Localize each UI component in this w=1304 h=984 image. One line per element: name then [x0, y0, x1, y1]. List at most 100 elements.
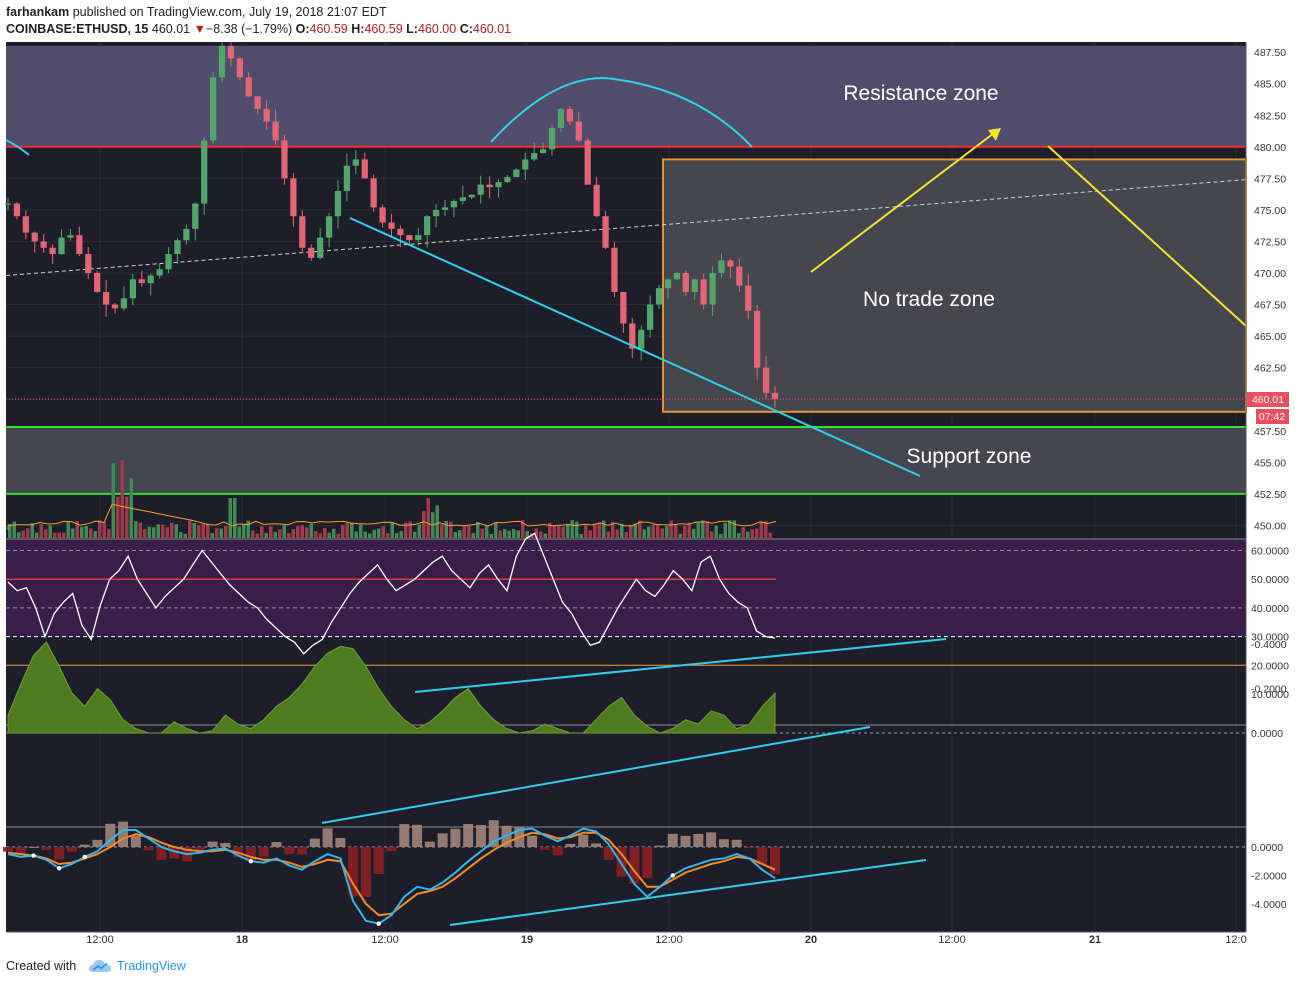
candle-body: [361, 159, 368, 179]
volume-bar: [597, 522, 601, 538]
volume-bar: [350, 522, 354, 538]
macd-histogram-bar: [360, 847, 371, 898]
volume-bar: [170, 522, 174, 538]
macd-pane: [3, 820, 1246, 926]
descending-trendline: [349, 217, 921, 477]
osc-tick-label: -0.2000: [1251, 684, 1287, 696]
candle-body: [522, 159, 529, 170]
no-trade-zone-label: No trade zone: [863, 288, 995, 311]
volume-bar: [255, 533, 259, 538]
volume-bar: [336, 533, 340, 538]
volume-bar: [516, 530, 520, 538]
time-tick-label: 21: [1089, 934, 1101, 946]
volume-bar: [48, 525, 52, 538]
volume-bar: [629, 524, 633, 538]
price-axis-background: [1246, 42, 1304, 950]
volume-bar: [521, 520, 525, 538]
volume-bar: [480, 528, 484, 538]
high-value: 460.59: [364, 22, 403, 36]
volume-bar: [750, 529, 754, 538]
macd-histogram-bar: [412, 824, 423, 847]
candle-body: [593, 184, 600, 217]
rsi-pane: [6, 532, 1246, 666]
candle-body: [76, 235, 83, 255]
chart-area[interactable]: 487.50 485.00 482.50 480.00 477.50 475.00 472.…: [0, 42, 1304, 950]
macd-histogram-bar: [680, 835, 691, 847]
candle-body: [718, 260, 725, 273]
candle-body: [450, 201, 458, 208]
timer-badge-value: 07:42: [1259, 411, 1285, 423]
symbol-name[interactable]: COINBASE:ETHUSD, 15: [6, 22, 149, 36]
volume-bar: [386, 533, 390, 538]
tradingview-link[interactable]: TradingView: [117, 959, 186, 973]
volume-bar: [728, 520, 732, 538]
volume-bar: [435, 505, 439, 538]
volume-bar: [192, 522, 196, 538]
volume-bar: [17, 532, 21, 538]
macd-histogram-bar: [66, 847, 77, 852]
volume-bar: [539, 531, 543, 538]
candle-body: [655, 288, 663, 305]
price-tick-label: 482.50: [1254, 110, 1286, 122]
candle-body: [281, 140, 288, 179]
macd-histogram-bar: [527, 835, 538, 847]
volume-bar: [620, 523, 624, 538]
volume-bar: [719, 533, 723, 538]
resistance-zone-label: Resistance zone: [843, 82, 998, 105]
candle-body: [210, 77, 217, 141]
candle-body: [138, 279, 145, 284]
close-label: C:: [459, 22, 473, 36]
candle-body: [67, 235, 74, 238]
candle-body: [120, 298, 128, 309]
macd-histogram-bar: [130, 835, 141, 847]
volume-bar: [197, 524, 201, 538]
candle-body: [432, 209, 440, 217]
volume-bar: [62, 532, 66, 538]
volume-bar: [309, 523, 313, 538]
candle-body: [245, 77, 252, 97]
open-value: 460.59: [309, 22, 348, 36]
candle-body: [379, 207, 386, 223]
macd-histogram-bar: [437, 833, 448, 847]
volume-bar: [710, 531, 714, 538]
candle-body: [334, 190, 342, 217]
volume-bar: [674, 524, 678, 538]
candle-body: [325, 216, 333, 238]
macd-histogram-bar: [757, 847, 768, 865]
candle-body: [183, 228, 190, 241]
macd-histogram-bar: [552, 847, 563, 856]
author-name[interactable]: farhankam: [6, 5, 70, 19]
volume-bar: [8, 523, 12, 538]
volume-bar: [143, 529, 147, 538]
volume-bar: [399, 530, 403, 538]
publish-line: farhankam published on TradingView.com, …: [6, 5, 387, 19]
volume-bar: [602, 520, 606, 538]
volume-bar: [408, 521, 412, 538]
open-label: O:: [295, 22, 310, 36]
time-axis-background: [6, 932, 1246, 946]
volume-bar: [651, 524, 655, 538]
candle-body: [299, 216, 306, 248]
time-tick-label: 12:00: [938, 934, 966, 946]
volume-bar: [701, 520, 705, 538]
candle-body: [218, 45, 226, 78]
macd-histogram-bar: [731, 839, 742, 847]
volume-bar: [696, 521, 700, 538]
rsi-tick-label: 10.0000: [1251, 689, 1289, 701]
price-tick-label: 455.00: [1254, 457, 1286, 469]
candle-body: [629, 323, 636, 349]
volume-bar: [179, 532, 183, 538]
volume-bar: [287, 533, 291, 538]
volume-bar: [282, 525, 286, 538]
volume-bar: [224, 525, 228, 538]
volume-bar: [611, 521, 615, 538]
volume-bar: [395, 533, 399, 538]
macd-histogram-bar: [591, 843, 602, 847]
candle-body: [504, 177, 511, 183]
volume-bar: [246, 520, 250, 538]
price-tick-label: 477.50: [1254, 173, 1286, 185]
volume-bar: [768, 532, 772, 538]
candle-body: [388, 222, 395, 229]
macd-histogram-bar: [169, 847, 180, 859]
macd-histogram-bar: [450, 828, 461, 847]
